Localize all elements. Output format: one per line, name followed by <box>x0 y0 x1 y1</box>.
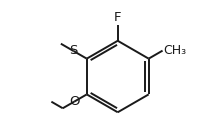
Text: CH₃: CH₃ <box>163 44 186 57</box>
Text: O: O <box>69 95 79 108</box>
Text: F: F <box>114 11 121 24</box>
Text: S: S <box>69 45 78 58</box>
